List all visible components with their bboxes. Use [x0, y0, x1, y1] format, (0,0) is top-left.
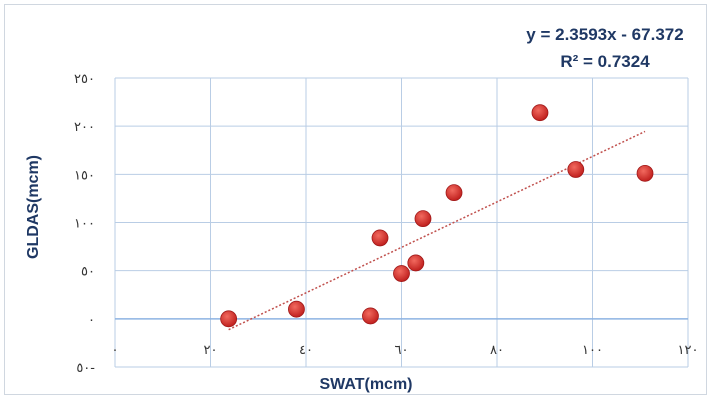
- trendline-r-squared: R² = 0.7324: [560, 52, 650, 71]
- y-tick-label: ٥٠-: [76, 361, 95, 376]
- data-point: [288, 300, 305, 318]
- data-point: [414, 210, 432, 228]
- trendline: [228, 130, 646, 331]
- x-tick-label: ١٢٠: [678, 343, 699, 358]
- y-tick-label: ١٥٠: [74, 168, 95, 183]
- y-axis-title: GLDAS(mcm): [25, 155, 42, 259]
- x-tick-label: ٤٠: [299, 343, 313, 358]
- y-tick-label: ٢٥٠: [74, 72, 95, 87]
- data-point: [567, 161, 585, 178]
- x-tick-label: ٦٠: [395, 343, 409, 358]
- data-point: [220, 310, 238, 328]
- y-tick-label: ٥٠: [81, 265, 95, 280]
- x-tick-label: ٨٠: [490, 343, 504, 358]
- data-point: [362, 307, 379, 325]
- y-tick-label: ٠: [88, 313, 95, 328]
- data-point: [393, 265, 410, 282]
- y-tick-labels: ٥٠- ٠ ٥٠ ١٠٠ ١٥٠ ٢٠٠ ٢٥٠: [74, 72, 95, 376]
- data-point: [407, 254, 425, 272]
- trendline-group: [228, 130, 646, 331]
- data-point: [636, 164, 654, 182]
- x-tick-labels: ٠ ٢٠ ٤٠ ٦٠ ٨٠ ١٠٠ ١٢٠: [112, 343, 699, 358]
- x-axis-title: SWAT(mcm): [319, 376, 412, 393]
- data-point: [531, 104, 549, 122]
- y-tick-label: ١٠٠: [74, 217, 95, 232]
- trendline-equation: y = 2.3593x - 67.372: [526, 25, 683, 44]
- data-points: [220, 104, 654, 328]
- x-tick-label: ٠: [112, 343, 119, 358]
- y-tick-label: ٢٠٠: [74, 120, 95, 135]
- data-point: [371, 229, 389, 247]
- chart-frame: [4, 4, 707, 395]
- grid-lines: [114, 77, 689, 368]
- x-tick-label: ١٠٠: [582, 343, 603, 358]
- x-tick-label: ٢٠: [204, 343, 218, 358]
- data-point: [445, 184, 463, 202]
